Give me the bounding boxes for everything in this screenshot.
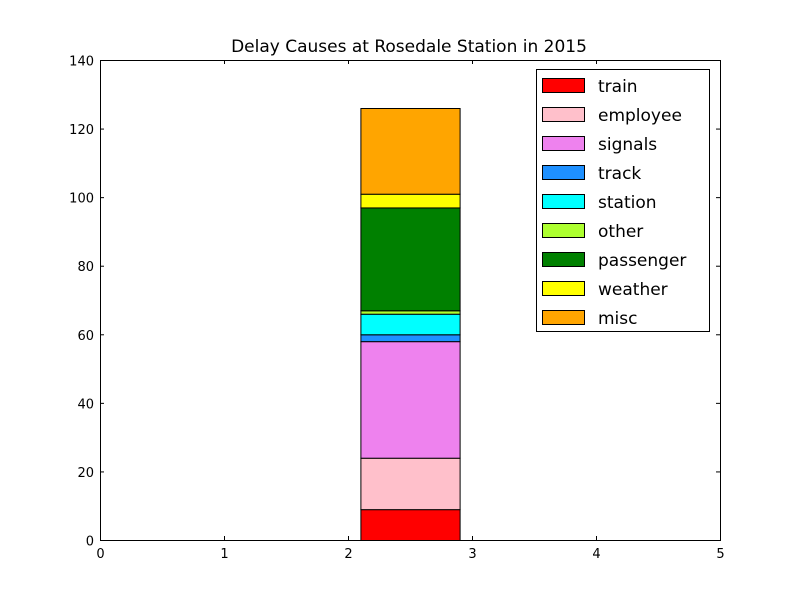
bar-segment-other (360, 310, 461, 315)
legend-swatch-station (542, 194, 585, 209)
bar-stack (360, 108, 461, 541)
legend: train employee signals track station other pas… (536, 69, 710, 332)
legend-label-other: other (598, 222, 643, 242)
bar-segment-employee (360, 457, 461, 511)
y-tick-label: 60 (77, 329, 94, 344)
x-tick-label: 4 (592, 547, 600, 562)
y-tick-label: 40 (77, 397, 94, 412)
x-tick-label: 0 (96, 547, 104, 562)
legend-label-signals: signals (598, 135, 657, 155)
chart-title: Delay Causes at Rosedale Station in 2015 (231, 37, 587, 57)
legend-swatch-misc (542, 310, 585, 325)
y-tick-label: 0 (86, 535, 94, 550)
legend-label-passenger: passenger (598, 251, 686, 271)
y-tick-label: 140 (69, 55, 94, 70)
x-tick-label: 1 (220, 547, 228, 562)
legend-swatch-track (542, 165, 585, 180)
legend-swatch-employee (542, 107, 585, 122)
legend-label-track: track (598, 164, 641, 184)
legend-label-employee: employee (598, 106, 682, 126)
bar-segment-train (360, 509, 461, 541)
bar-segment-weather (360, 193, 461, 209)
legend-label-train: train (598, 77, 638, 97)
legend-label-station: station (598, 193, 657, 213)
y-tick-label: 20 (77, 466, 94, 481)
plot-frame (100, 60, 721, 541)
legend-swatch-train (542, 78, 585, 93)
legend-swatch-other (542, 223, 585, 238)
legend-label-misc: misc (598, 309, 638, 329)
bar-segment-passenger (360, 207, 461, 312)
legend-label-weather: weather (598, 280, 668, 300)
bar-segment-misc (360, 108, 461, 195)
x-tick-label: 5 (716, 547, 724, 562)
bar-segment-signals (360, 341, 461, 459)
bar-segment-station (360, 313, 461, 336)
legend-swatch-weather (542, 281, 585, 296)
legend-swatch-passenger (542, 252, 585, 267)
y-tick-label: 80 (77, 260, 94, 275)
legend-swatch-signals (542, 136, 585, 151)
y-tick-label: 100 (69, 192, 94, 207)
y-tick-label: 120 (69, 123, 94, 138)
x-tick-label: 3 (468, 547, 476, 562)
axis-ticks: 0 1 2 3 4 5 0 20 40 60 80 100 120 140 (69, 55, 724, 563)
bar-segment-track (360, 334, 461, 343)
x-tick-label: 2 (344, 547, 352, 562)
